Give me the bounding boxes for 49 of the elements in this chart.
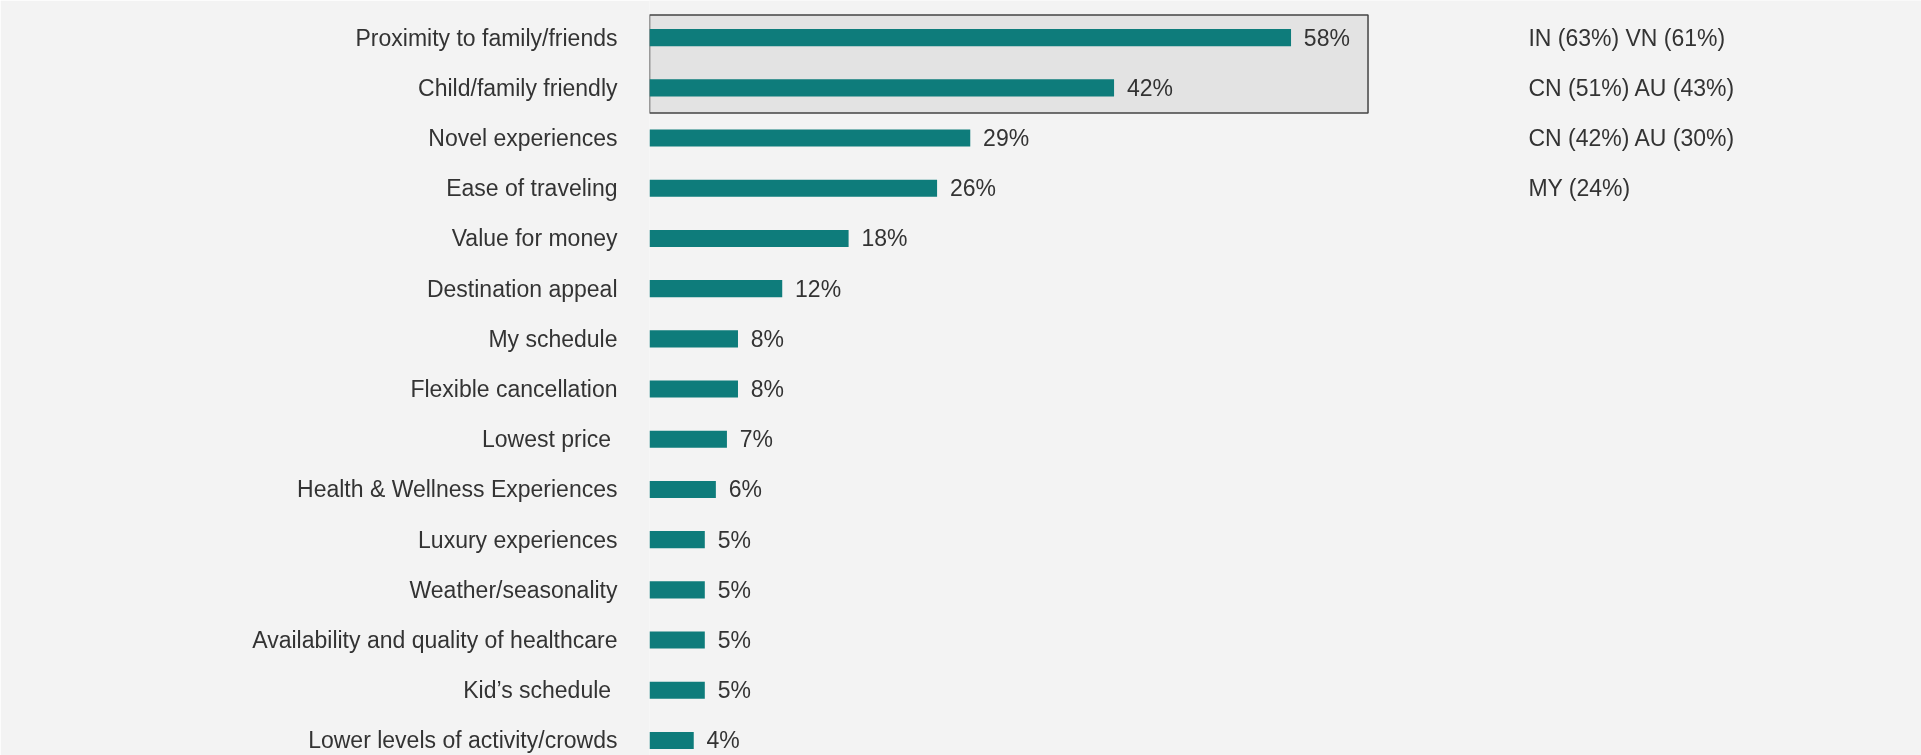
bar	[649, 29, 1292, 47]
data-label: 4%	[706, 727, 740, 754]
y-tick-label: Availability and quality of healthcare	[252, 627, 618, 654]
data-label: 7%	[739, 426, 774, 453]
data-label: 29%	[983, 125, 1030, 152]
bar	[649, 480, 716, 498]
bar	[649, 581, 705, 599]
bar	[649, 280, 783, 298]
y-tick-label: Proximity to family/friends	[355, 24, 618, 51]
data-label: 42%	[1126, 74, 1173, 101]
y-tick-label: Health & Wellness Experiences	[297, 476, 618, 503]
bar	[649, 330, 738, 348]
y-tick-label: Weather/seasonality	[409, 576, 618, 603]
bar	[649, 681, 705, 699]
data-label: 26%	[949, 175, 996, 202]
bar	[649, 731, 694, 749]
y-tick-label: Destination appeal	[426, 275, 618, 302]
y-tick-label: Lowest price	[481, 426, 612, 453]
text: CN (51%) AU (43%)	[1528, 74, 1735, 101]
data-label: 12%	[795, 275, 842, 302]
bar	[649, 179, 938, 197]
y-tick-label: Child/family friendly	[418, 74, 618, 101]
data-label: 18%	[861, 225, 908, 252]
bar	[649, 79, 1115, 97]
y-tick-label: Kid’s schedule	[463, 677, 612, 704]
bar	[649, 129, 971, 147]
data-label: 8%	[750, 325, 785, 352]
bar	[649, 531, 705, 549]
y-tick-label: Lower levels of activity/crowds	[308, 727, 618, 754]
data-label: 5%	[717, 627, 751, 654]
y-tick-label: Novel experiences	[428, 125, 618, 152]
bar	[649, 229, 849, 247]
bar	[649, 380, 738, 398]
y-tick-label: My schedule	[488, 325, 618, 352]
data-label: 5%	[717, 677, 751, 704]
data-label: 5%	[717, 526, 751, 553]
text: IN (63%) VN (61%)	[1528, 24, 1726, 51]
bar	[649, 631, 705, 649]
data-label: 58%	[1303, 24, 1350, 51]
y-tick-label: Flexible cancellation	[410, 376, 618, 403]
data-label: 6%	[728, 476, 762, 503]
text: CN (42%) AU (30%)	[1528, 125, 1735, 152]
data-label: 8%	[750, 376, 785, 403]
text: MY (24%)	[1528, 175, 1631, 202]
y-tick-label: Ease of traveling	[446, 175, 618, 202]
y-tick-label: Luxury experiences	[418, 526, 618, 553]
data-label: 5%	[717, 576, 751, 603]
bar	[649, 430, 727, 448]
y-tick-label: Value for money	[451, 225, 618, 252]
